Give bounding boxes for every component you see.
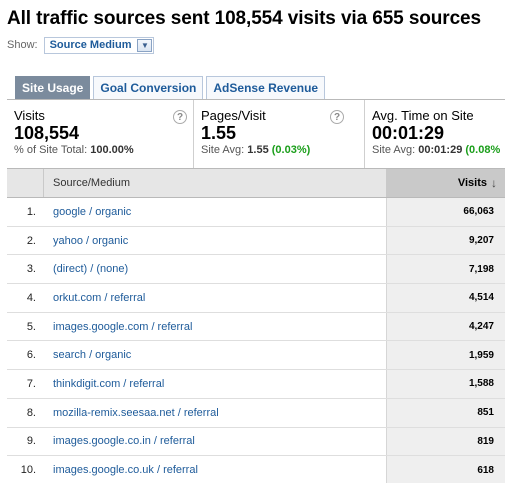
metric-sub-value: 00:01:29 — [418, 144, 463, 156]
visits-value: 1,588 — [387, 370, 505, 398]
header-visits[interactable]: Visits ↓ — [387, 169, 505, 197]
row-index: 2. — [26, 234, 36, 247]
tab-site-usage[interactable]: Site Usage — [15, 76, 91, 99]
row-index: 1. — [26, 205, 36, 218]
visits-value: 819 — [387, 427, 505, 456]
visits-value: 9,207 — [387, 226, 505, 255]
metric-sub: Site Avg: 00:01:29 (0.08% — [372, 144, 505, 156]
metric-sub-prefix: % of Site Total: — [14, 144, 88, 156]
dimension-select[interactable]: Source Medium ▼ — [43, 36, 155, 54]
metric-sub-delta: (0.03%) — [271, 144, 311, 156]
visits-value: 7,198 — [387, 255, 505, 284]
report-tabs: Site Usage Goal Conversion AdSense Reven… — [15, 76, 328, 99]
chevron-down-icon[interactable]: ▼ — [137, 38, 153, 52]
tab-goal-conversion[interactable]: Goal Conversion — [93, 76, 204, 99]
row-index: 9. — [26, 435, 36, 448]
metrics-summary: Visits 108,554 % of Site Total: 100.00% … — [7, 99, 505, 168]
row-index: 6. — [26, 349, 36, 362]
source-medium-link[interactable]: images.google.com / referral — [44, 312, 387, 341]
table-body: 1. google / organic 66,063 2. yahoo / organi… — [7, 198, 505, 483]
visits-value: 4,247 — [387, 312, 505, 341]
header-visits-label: Visits — [457, 177, 487, 189]
metric-value: 00:01:29 — [372, 123, 445, 143]
row-index: 3. — [26, 263, 36, 276]
source-medium-link[interactable]: thinkdigit.com / referral — [44, 370, 387, 398]
metric-sub-value: 100.00% — [90, 144, 134, 156]
source-medium-link[interactable]: google / organic — [44, 198, 387, 226]
metric-value: 1.55 — [201, 123, 237, 143]
tab-adsense-revenue[interactable]: AdSense Revenue — [206, 76, 326, 99]
metric-title: Pages/Visit — [201, 108, 266, 123]
metric-sub: Site Avg: 1.55 (0.03%) — [201, 144, 364, 156]
table-row: 3. (direct) / (none) 7,198 — [7, 255, 505, 285]
source-medium-link[interactable]: images.google.co.in / referral — [44, 427, 387, 456]
table-row: 8. mozilla-remix.seesaa.net / referral 851 — [7, 398, 505, 428]
table-header: Source/Medium Visits ↓ — [7, 168, 505, 198]
metric-sub-delta: (0.08% — [465, 144, 501, 156]
source-medium-link[interactable]: yahoo / organic — [44, 226, 387, 255]
table-row: 2. yahoo / organic 9,207 — [7, 226, 505, 256]
metric-sub-prefix: Site Avg: — [372, 144, 416, 156]
metric-sub: % of Site Total: 100.00% — [14, 144, 193, 156]
table-row: 9. images.google.co.in / referral 819 — [7, 427, 505, 457]
table-row: 7. thinkdigit.com / referral 1,588 — [7, 370, 505, 399]
table-row: 6. search / organic 1,959 — [7, 341, 505, 371]
help-icon[interactable]: ? — [173, 110, 187, 124]
header-index — [7, 169, 44, 197]
dimension-select-value: Source Medium — [49, 39, 132, 51]
visits-value: 851 — [387, 398, 505, 427]
visits-value: 1,959 — [387, 341, 505, 370]
row-index: 7. — [26, 377, 36, 390]
table-row: 5. images.google.com / referral 4,247 — [7, 312, 505, 342]
metric-title: Avg. Time on Site — [372, 108, 474, 123]
metric-title: Visits — [14, 108, 45, 123]
header-source-medium[interactable]: Source/Medium — [44, 169, 387, 197]
source-medium-link[interactable]: orkut.com / referral — [44, 284, 387, 312]
show-label: Show: — [7, 39, 38, 51]
source-medium-link[interactable]: search / organic — [44, 341, 387, 370]
row-index: 4. — [26, 291, 36, 304]
table-row: 10. images.google.co.uk / referral 618 — [7, 456, 505, 483]
metric-avg-time-on-site: Avg. Time on Site 00:01:29 Site Avg: 00:… — [365, 100, 505, 168]
source-medium-link[interactable]: mozilla-remix.seesaa.net / referral — [44, 398, 387, 427]
metric-pages-per-visit: Pages/Visit 1.55 Site Avg: 1.55 (0.03%) … — [194, 100, 365, 168]
table-row: 4. orkut.com / referral 4,514 — [7, 284, 505, 313]
metric-sub-value: 1.55 — [247, 144, 269, 156]
page-title: All traffic sources sent 108,554 visits … — [7, 8, 481, 29]
help-icon[interactable]: ? — [330, 110, 344, 124]
metric-visits: Visits 108,554 % of Site Total: 100.00% … — [7, 100, 194, 168]
visits-value: 66,063 — [387, 198, 505, 226]
metric-value: 108,554 — [14, 123, 80, 143]
visits-value: 618 — [387, 456, 505, 483]
visits-value: 4,514 — [387, 284, 505, 312]
traffic-sources-table: Source/Medium Visits ↓ 1. google / organi… — [7, 168, 505, 483]
source-medium-link[interactable]: images.google.co.uk / referral — [44, 456, 387, 483]
source-medium-link[interactable]: (direct) / (none) — [44, 255, 387, 284]
metric-sub-prefix: Site Avg: — [201, 144, 245, 156]
table-row: 1. google / organic 66,063 — [7, 198, 505, 227]
row-index: 8. — [26, 406, 36, 419]
row-index: 10. — [20, 464, 36, 477]
sort-descending-icon: ↓ — [491, 176, 497, 190]
show-selector-row: Show: Source Medium ▼ — [7, 36, 155, 54]
row-index: 5. — [26, 320, 36, 333]
